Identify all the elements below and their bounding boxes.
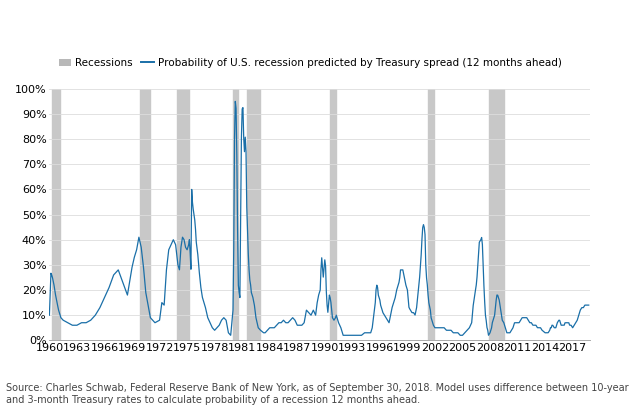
Bar [177, 89, 189, 340]
Bar [246, 89, 260, 340]
Bar [330, 89, 336, 340]
Bar [233, 89, 238, 340]
Bar [140, 89, 150, 340]
Legend: Recessions, Probability of U.S. recession predicted by Treasury spread (12 month: Recessions, Probability of U.S. recessio… [54, 54, 566, 72]
Bar [52, 89, 60, 340]
Bar [489, 89, 504, 340]
Bar [428, 89, 434, 340]
Text: Source: Charles Schwab, Federal Reserve Bank of New York, as of September 30, 20: Source: Charles Schwab, Federal Reserve … [6, 383, 629, 405]
